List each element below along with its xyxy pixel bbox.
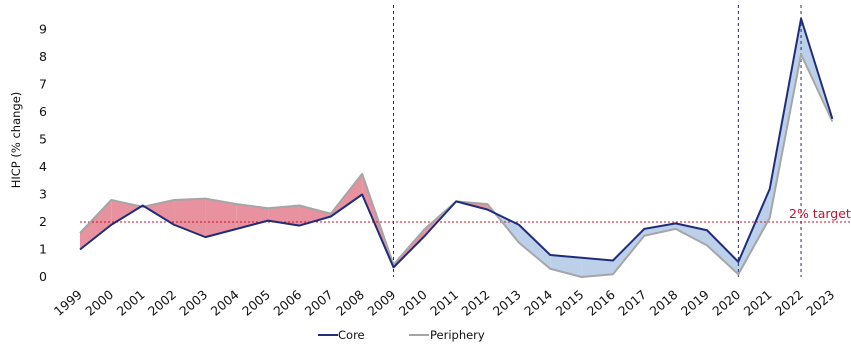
gap-fill-segment [268, 205, 300, 226]
target-label: 2% target [789, 206, 851, 221]
x-tick-label: 2021 [741, 287, 775, 319]
gap-fill-segment [236, 204, 269, 229]
x-tick-label: 2005 [239, 287, 273, 319]
x-tick-label: 2019 [678, 287, 712, 319]
gap-fill-segment [299, 205, 331, 226]
y-tick-label: 2 [39, 214, 47, 229]
gap-fill-segment [707, 230, 739, 275]
x-tick-label: 2004 [208, 287, 242, 319]
x-tick-label: 2014 [521, 287, 555, 319]
legend: Core Periphery [318, 328, 485, 342]
gap-fill-segment [738, 189, 770, 275]
gap-fill-segment [518, 224, 551, 269]
series-line-core [79, 17, 834, 269]
gap-fill-segment [205, 198, 237, 238]
x-tick-label: 2008 [333, 287, 367, 319]
x-tick-label: 2013 [490, 287, 524, 319]
x-tick-label: 1999 [51, 287, 85, 319]
x-tick-label: 2007 [302, 287, 336, 319]
gap-fill-segment [111, 200, 142, 225]
x-tick-label: 2020 [709, 287, 743, 319]
x-tick-label: 2006 [270, 287, 304, 319]
x-tick-label: 2015 [553, 287, 587, 319]
gap-fill-segment [769, 18, 802, 218]
legend-label-core: Core [338, 328, 365, 342]
y-tick-label: 7 [39, 77, 47, 92]
vertical-markers [393, 5, 802, 277]
x-tick-label: 2018 [647, 287, 681, 319]
y-tick-label: 8 [39, 49, 47, 64]
x-tick-label: 2003 [176, 287, 210, 319]
series-lines [79, 17, 834, 278]
y-tick-label: 4 [39, 159, 47, 174]
x-tick-label: 2009 [364, 287, 398, 319]
target-line-group: 2% target [80, 206, 851, 223]
x-tick-label: 2011 [427, 287, 461, 319]
y-tick-label: 6 [39, 104, 47, 119]
y-tick-label: 3 [39, 187, 47, 202]
gap-fill-segment [80, 200, 112, 250]
x-tick-label: 2017 [615, 287, 649, 319]
x-tick-label: 2001 [114, 287, 148, 319]
gap-fills [80, 18, 833, 277]
x-tick-label: 2016 [584, 287, 618, 319]
y-axis-label: HICP (% change) [9, 92, 23, 189]
legend-label-periphery: Periphery [430, 328, 485, 342]
y-tick-label: 5 [39, 132, 47, 147]
y-tick-label: 9 [39, 22, 47, 37]
y-tick-label: 1 [39, 242, 47, 257]
x-ticks: 1999200020012002200320042005200620072008… [51, 287, 837, 319]
gap-fill-segment [581, 257, 613, 277]
x-tick-label: 2010 [396, 287, 430, 319]
gap-fill-segment [644, 223, 676, 236]
gap-fill-segment [550, 255, 582, 277]
gap-fill-segment [144, 200, 175, 225]
gap-fill-segment [612, 228, 645, 275]
x-tick-label: 2000 [82, 287, 116, 319]
y-ticks: 0 1 2 3 4 5 6 7 8 9 [39, 22, 47, 285]
x-tick-label: 2023 [803, 287, 837, 319]
x-tick-label: 2012 [458, 287, 492, 319]
x-tick-label: 2002 [145, 287, 179, 319]
y-tick-label: 0 [39, 269, 47, 284]
x-tick-label: 2022 [772, 287, 806, 319]
